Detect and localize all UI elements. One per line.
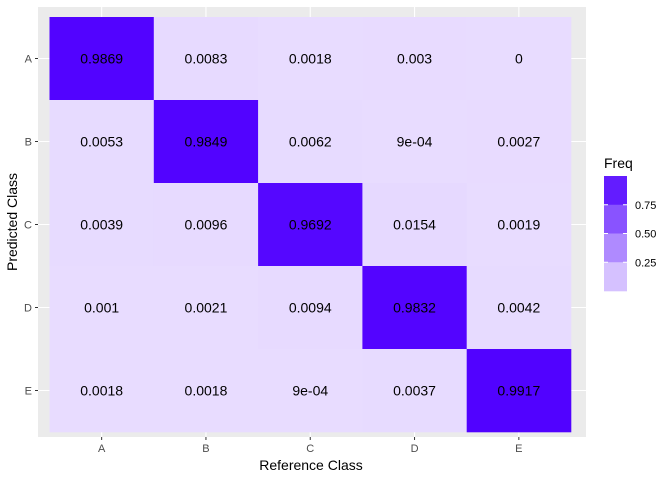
x-tick-label-E: E bbox=[515, 443, 522, 455]
heatmap-cell-D-D bbox=[362, 266, 467, 350]
cell-label-A-E: 0 bbox=[515, 51, 523, 67]
heatmap-cell-A-B bbox=[153, 17, 259, 101]
heatmap-cell-B-A bbox=[49, 100, 155, 184]
legend-label-1: 0.50 bbox=[635, 229, 656, 241]
cell-label-A-A: 0.9869 bbox=[80, 51, 123, 67]
x-tick-label-B: B bbox=[202, 443, 209, 455]
legend-color-step bbox=[604, 204, 627, 234]
cell-label-D-D: 0.9832 bbox=[393, 300, 436, 316]
heatmap-cell-E-E bbox=[466, 349, 572, 433]
cell-label-A-D: 0.003 bbox=[397, 51, 432, 67]
heatmap-cell-D-C bbox=[258, 266, 363, 350]
y-axis-title: Predicted Class bbox=[4, 173, 20, 271]
cell-label-D-C: 0.0094 bbox=[289, 300, 332, 316]
cell-label-C-D: 0.0154 bbox=[393, 217, 436, 233]
heatmap-cell-B-B bbox=[153, 100, 259, 184]
cell-label-A-B: 0.0083 bbox=[185, 51, 228, 67]
legend-label-2: 0.25 bbox=[635, 257, 656, 269]
y-tick-label-E: E bbox=[25, 386, 32, 398]
x-tick-label-A: A bbox=[98, 443, 106, 455]
heatmap-cell-A-A bbox=[49, 17, 155, 101]
cell-label-D-A: 0.001 bbox=[84, 300, 119, 316]
x-axis-title: Reference Class bbox=[259, 457, 363, 473]
legend-title: Freq bbox=[604, 155, 633, 171]
cell-label-A-C: 0.0018 bbox=[289, 51, 332, 67]
cell-label-B-A: 0.0053 bbox=[80, 134, 123, 150]
cell-label-C-E: 0.0019 bbox=[497, 217, 540, 233]
cell-label-E-A: 0.0018 bbox=[80, 383, 123, 399]
cell-value-labels: 0.9869 0.0083 0.0018 0.003 0 0.0053 0.9849 0.00… bbox=[80, 51, 540, 399]
legend-label-0: 0.75 bbox=[635, 200, 656, 212]
heatmap-cell-A-E bbox=[466, 17, 572, 101]
heatmap-cell-E-C bbox=[258, 349, 363, 433]
heatmap-cell-B-C bbox=[258, 100, 363, 184]
y-tick-label-A: A bbox=[25, 54, 33, 66]
legend-color-step bbox=[604, 176, 627, 206]
cell-label-B-E: 0.0027 bbox=[497, 134, 540, 150]
cell-label-E-D: 0.0037 bbox=[393, 383, 436, 399]
heatmap-cell-E-A bbox=[49, 349, 155, 433]
heatmap-cell-D-E bbox=[466, 266, 572, 350]
heatmap-cell-C-A bbox=[49, 183, 155, 267]
legend-color-step bbox=[604, 262, 627, 292]
cell-label-D-E: 0.0042 bbox=[497, 300, 540, 316]
heatmap-cell-E-D bbox=[362, 349, 467, 433]
legend: Freq 0.75 0.50 0.25 bbox=[604, 155, 656, 292]
cell-label-C-C: 0.9692 bbox=[289, 217, 332, 233]
cell-label-C-A: 0.0039 bbox=[80, 217, 123, 233]
cell-label-B-B: 0.9849 bbox=[185, 134, 228, 150]
heatmap-cell-A-C bbox=[258, 17, 363, 101]
heatmap-cell-C-E bbox=[466, 183, 572, 267]
heatmap-cell-C-B bbox=[153, 183, 259, 267]
heatmap-cell-D-B bbox=[153, 266, 259, 350]
cell-label-E-B: 0.0018 bbox=[185, 383, 228, 399]
y-tick-label-C: C bbox=[24, 220, 32, 232]
heatmap-cells bbox=[49, 17, 572, 433]
y-tick-label-D: D bbox=[24, 303, 32, 315]
cell-label-E-E: 0.9917 bbox=[497, 383, 540, 399]
heatmap-cell-A-D bbox=[362, 17, 467, 101]
heatmap-cell-D-A bbox=[49, 266, 155, 350]
x-tick-label-D: D bbox=[411, 443, 419, 455]
cell-label-E-C: 9e-04 bbox=[292, 383, 328, 399]
x-axis: A B C D E bbox=[98, 437, 523, 455]
cell-label-B-D: 9e-04 bbox=[397, 134, 433, 150]
heatmap-cell-B-D bbox=[362, 100, 467, 184]
heatmap-cell-C-D bbox=[362, 183, 467, 267]
cell-label-B-C: 0.0062 bbox=[289, 134, 332, 150]
cell-label-D-B: 0.0021 bbox=[185, 300, 228, 316]
x-tick-label-C: C bbox=[306, 443, 314, 455]
heatmap-cell-C-C bbox=[258, 183, 363, 267]
cell-label-C-B: 0.0096 bbox=[185, 217, 228, 233]
y-tick-label-B: B bbox=[25, 137, 32, 149]
y-axis: A B C D E bbox=[24, 54, 38, 398]
heatmap-cell-B-E bbox=[466, 100, 572, 184]
heatmap-cell-E-B bbox=[153, 349, 259, 433]
legend-color-step bbox=[604, 233, 627, 263]
